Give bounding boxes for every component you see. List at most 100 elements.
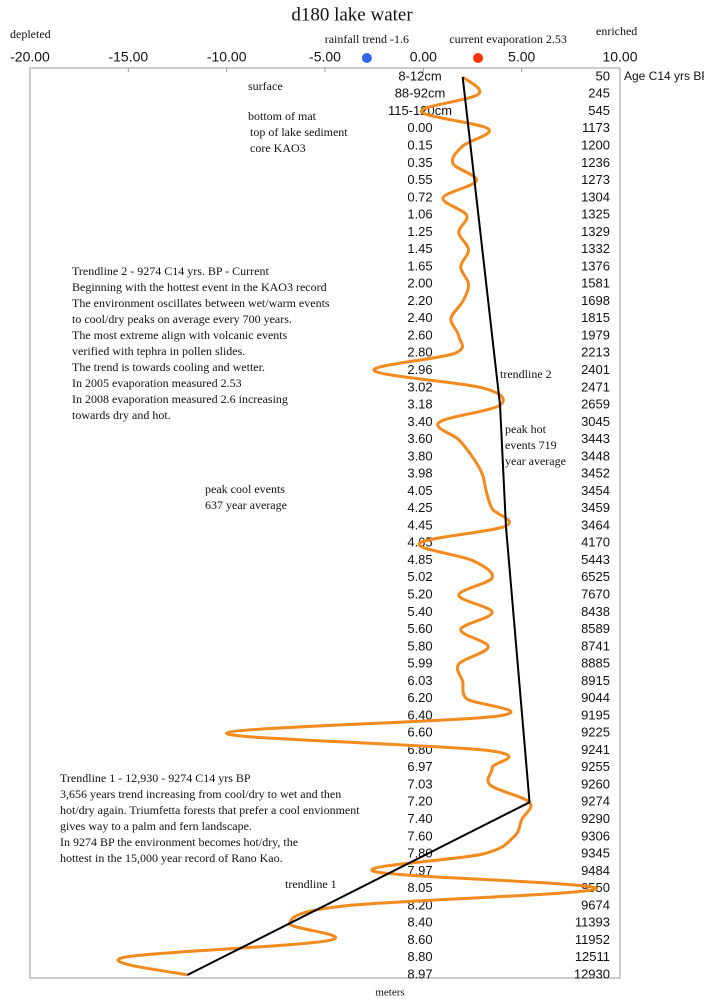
age-label: 9044 bbox=[581, 690, 610, 705]
age-label: 3045 bbox=[581, 414, 610, 429]
depth-label: 5.60 bbox=[407, 621, 432, 636]
annotation: hot/dry again. Triumfetta forests that p… bbox=[60, 803, 360, 817]
depth-label: 3.98 bbox=[407, 466, 432, 481]
annotation: events 719 bbox=[505, 438, 557, 452]
depth-label: 4.45 bbox=[407, 517, 432, 532]
left-label: depleted bbox=[10, 27, 51, 41]
age-label: 1236 bbox=[581, 155, 610, 170]
annotation: verified with tephra in pollen slides. bbox=[72, 344, 245, 358]
annotation: to cool/dry peaks on average every 700 y… bbox=[72, 312, 292, 326]
depth-label: 4.85 bbox=[407, 552, 432, 567]
marker-dot bbox=[361, 53, 372, 63]
y-label: meters bbox=[375, 987, 404, 999]
depth-label: 2.00 bbox=[407, 276, 432, 291]
age-label: 2213 bbox=[581, 345, 610, 360]
depth-label: 5.02 bbox=[407, 569, 432, 584]
d18o-line bbox=[116, 75, 598, 977]
age-label: 5443 bbox=[581, 552, 610, 567]
age-label: 3443 bbox=[581, 431, 610, 446]
depth-label: 1.06 bbox=[407, 207, 432, 222]
annotation: core KAO3 bbox=[250, 141, 306, 155]
annotation: Beginning with the hottest event in the … bbox=[72, 280, 327, 294]
depth-label: 6.97 bbox=[407, 759, 432, 774]
age-label: 9195 bbox=[581, 707, 610, 722]
age-label: 1698 bbox=[581, 293, 610, 308]
age-label: 9260 bbox=[581, 776, 610, 791]
depth-label: 88-92cm bbox=[395, 86, 446, 101]
age-label: 1200 bbox=[581, 138, 610, 153]
x-tick-label: -15.00 bbox=[108, 49, 148, 65]
depth-label: 7.80 bbox=[407, 846, 432, 861]
age-label: 3454 bbox=[581, 483, 610, 498]
depth-label: 8.05 bbox=[407, 880, 432, 895]
depth-label: 2.80 bbox=[407, 345, 432, 360]
depth-label: 0.55 bbox=[407, 172, 432, 187]
depth-label: 5.20 bbox=[407, 587, 432, 602]
age-label: 8589 bbox=[581, 621, 610, 636]
depth-label: 6.40 bbox=[407, 707, 432, 722]
annotation: The most extreme align with volcanic eve… bbox=[72, 328, 288, 342]
age-label: 8915 bbox=[581, 673, 610, 688]
depth-label: 7.40 bbox=[407, 811, 432, 826]
age-label: 3459 bbox=[581, 500, 610, 515]
age-label: 3448 bbox=[581, 448, 610, 463]
depth-label: 7.03 bbox=[407, 776, 432, 791]
annotation: peak hot bbox=[505, 422, 547, 436]
age-label: 7670 bbox=[581, 587, 610, 602]
depth-label: 2.96 bbox=[407, 362, 432, 377]
chart-title: d180 lake water bbox=[291, 4, 413, 25]
marker-label: rainfall trend -1.6 bbox=[325, 32, 409, 46]
depth-label: 4.05 bbox=[407, 483, 432, 498]
age-label: 2401 bbox=[581, 362, 610, 377]
depth-label: 7.60 bbox=[407, 828, 432, 843]
depth-label: 6.60 bbox=[407, 725, 432, 740]
age-label: 1979 bbox=[581, 327, 610, 342]
depth-label: 8.40 bbox=[407, 915, 432, 930]
annotation: In 2005 evaporation measured 2.53 bbox=[72, 376, 242, 390]
depth-label: 2.60 bbox=[407, 327, 432, 342]
annotation: 637 year average bbox=[205, 498, 287, 512]
depth-label: 0.35 bbox=[407, 155, 432, 170]
right-header: Age C14 yrs BP bbox=[624, 69, 704, 83]
depth-label: 6.20 bbox=[407, 690, 432, 705]
depth-label: 4.25 bbox=[407, 500, 432, 515]
age-label: 245 bbox=[588, 86, 610, 101]
annotation: towards dry and hot. bbox=[72, 408, 171, 422]
age-label: 2471 bbox=[581, 379, 610, 394]
annotation: Trendline 2 - 9274 C14 yrs. BP - Current bbox=[72, 264, 269, 278]
annotation: The environment oscillates between wet/w… bbox=[72, 296, 330, 310]
depth-label: 0.00 bbox=[407, 120, 432, 135]
annotation: The trend is towards cooling and wetter. bbox=[72, 360, 265, 374]
depth-label: 3.02 bbox=[407, 379, 432, 394]
age-label: 8438 bbox=[581, 604, 610, 619]
trendline bbox=[186, 801, 530, 976]
age-label: 1273 bbox=[581, 172, 610, 187]
annotation: hottest in the 15,000 year record of Ran… bbox=[60, 851, 283, 865]
depth-label: 0.72 bbox=[407, 189, 432, 204]
age-label: 2659 bbox=[581, 397, 610, 412]
depth-label: 3.80 bbox=[407, 448, 432, 463]
age-label: 1329 bbox=[581, 224, 610, 239]
age-label: 9274 bbox=[581, 794, 610, 809]
depth-label: 0.15 bbox=[407, 138, 432, 153]
depth-label: 5.80 bbox=[407, 638, 432, 653]
age-label: 12511 bbox=[575, 949, 610, 964]
age-label: 1332 bbox=[581, 241, 610, 256]
annotation: year average bbox=[505, 454, 566, 468]
age-label: 4170 bbox=[581, 535, 610, 550]
age-label: 3452 bbox=[581, 466, 610, 481]
x-tick-label: -20.00 bbox=[10, 49, 50, 65]
annotation: trendline 2 bbox=[500, 367, 552, 381]
trendline bbox=[461, 76, 531, 803]
age-label: 1581 bbox=[581, 276, 610, 291]
age-label: 12930 bbox=[574, 966, 610, 981]
age-label: 9674 bbox=[581, 897, 610, 912]
age-label: 9290 bbox=[581, 811, 610, 826]
age-label: 8885 bbox=[581, 656, 610, 671]
depth-label: 8-12cm bbox=[398, 68, 441, 83]
age-label: 11393 bbox=[575, 915, 610, 930]
depth-label: 8.80 bbox=[407, 949, 432, 964]
annotation: In 2008 evaporation measured 2.6 increas… bbox=[72, 392, 288, 406]
depth-label: 1.25 bbox=[407, 224, 432, 239]
age-label: 8741 bbox=[581, 638, 610, 653]
